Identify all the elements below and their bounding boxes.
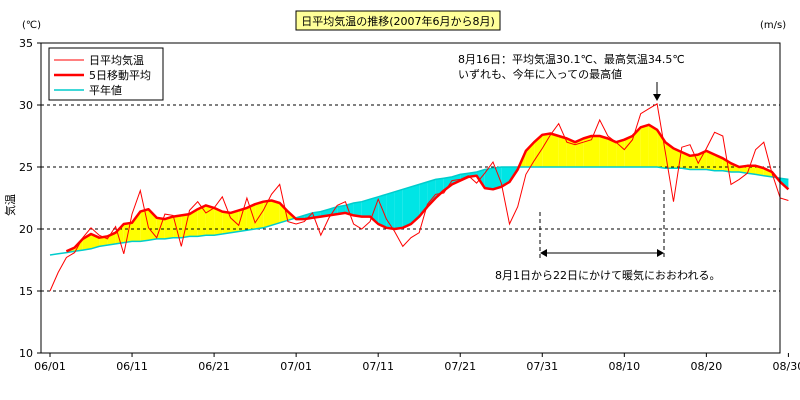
warm-fill	[156, 217, 165, 239]
warm-fill	[271, 200, 280, 226]
warm-fill	[616, 139, 625, 167]
chart-title: 日平均気温の推移(2007年6月から8月)	[301, 14, 495, 28]
cool-fill	[361, 199, 370, 217]
cool-fill	[443, 176, 452, 191]
y-axis-unit: (℃)	[22, 20, 41, 31]
warm-fill	[648, 124, 658, 167]
warm-fill	[706, 150, 715, 171]
cool-fill	[337, 205, 346, 215]
warm-fill	[575, 138, 584, 167]
cool-fill	[435, 178, 444, 198]
x-tick-label: 07/21	[444, 360, 476, 373]
y-tick-label: 10	[19, 347, 33, 360]
warm-fill	[246, 204, 256, 231]
axes: 10 15 20 25 30 35 06/01 06/11 06/21 07/01 07/11 07/…	[19, 37, 800, 373]
y-tick-label: 35	[19, 37, 33, 50]
warm-period-arrow-right	[657, 249, 664, 257]
x-tick-label: 07/11	[362, 360, 394, 373]
warm-fill	[681, 152, 690, 170]
warm-fill	[205, 205, 215, 236]
x-tick-label: 08/20	[691, 360, 723, 373]
y-tick-label: 25	[19, 161, 33, 174]
annotation-peak: 8月16日：平均気温30.1℃、最高気温34.5℃ いずれも、今年に入っての最高…	[458, 52, 685, 101]
warm-fill	[140, 209, 149, 242]
warm-fill	[222, 211, 231, 234]
chart-title-bg	[295, 10, 501, 31]
warm-fill	[566, 138, 576, 167]
y-tick-label: 15	[19, 285, 33, 298]
warm-fill	[99, 236, 108, 247]
annotation-warm-period: 8月1日から22日にかけて暖気におおわれる。	[495, 190, 720, 282]
warm-fill	[164, 216, 174, 239]
warm-fill	[591, 136, 600, 167]
annotation-warm-period-text: 8月1日から22日にかけて暖気におおわれる。	[495, 268, 720, 282]
normal-line	[49, 166, 789, 256]
warm-fill	[263, 200, 272, 228]
x-tick-label: 06/01	[34, 360, 66, 373]
y2-axis-unit: (m/s)	[760, 20, 786, 31]
warm-fill	[189, 209, 198, 237]
y-axis-label: 気温	[3, 194, 17, 216]
series-lines	[49, 102, 790, 292]
warm-fill	[599, 136, 608, 167]
warm-fill	[197, 205, 206, 237]
chart-title-box: 日平均気温の推移(2007年6月から8月)	[295, 10, 501, 31]
warm-fill	[279, 203, 288, 223]
x-tick-label: 08/10	[608, 360, 640, 373]
warm-fill	[542, 133, 551, 167]
cool-fill	[411, 184, 420, 224]
x-tick-label: 07/01	[280, 360, 312, 373]
warm-fill	[132, 211, 141, 242]
y-tick-label: 30	[19, 99, 33, 112]
cool-fill	[493, 167, 502, 190]
cool-fill	[378, 194, 387, 228]
warm-fill	[558, 136, 567, 167]
legend-label-moving: 5日移動平均	[89, 68, 151, 82]
x-tick-label: 06/21	[198, 360, 230, 373]
warm-fill	[632, 127, 641, 167]
warm-period-arrow-left	[540, 249, 547, 257]
cool-fill	[484, 168, 493, 190]
warm-fill	[583, 136, 592, 167]
warm-fill	[722, 158, 731, 172]
warm-fill	[173, 215, 182, 238]
x-tick-label: 08/30	[773, 360, 800, 373]
warm-fill	[534, 134, 543, 167]
warm-fill	[624, 136, 633, 167]
legend-label-normal: 平年値	[89, 83, 122, 97]
warm-fill	[640, 124, 649, 167]
annotation-peak-line-1: 8月16日：平均気温30.1℃、最高気温34.5℃	[458, 52, 685, 66]
warm-fill	[607, 138, 617, 167]
plot-frame	[40, 42, 781, 354]
legend-label-daily: 日平均気温	[89, 53, 144, 67]
x-tick-label: 06/11	[116, 360, 148, 373]
warm-fill	[238, 207, 247, 232]
cool-fill	[394, 189, 403, 229]
warm-fill	[698, 150, 707, 170]
warm-fill	[525, 142, 535, 167]
y-tick-label: 20	[19, 223, 33, 236]
warm-fill	[255, 201, 264, 229]
cool-fill	[402, 186, 411, 228]
x-tick-label: 07/31	[526, 360, 558, 373]
warm-fill	[214, 207, 223, 236]
warm-fill	[550, 133, 559, 167]
annotation-peak-arrow-head	[653, 94, 661, 101]
legend: 日平均気温 5日移動平均 平年値	[48, 47, 164, 101]
annotation-peak-line-2: いずれも、今年に入っての最高値	[458, 67, 622, 81]
cool-fill	[386, 191, 395, 229]
cool-fill	[353, 201, 362, 217]
moving-average-line	[65, 123, 790, 253]
